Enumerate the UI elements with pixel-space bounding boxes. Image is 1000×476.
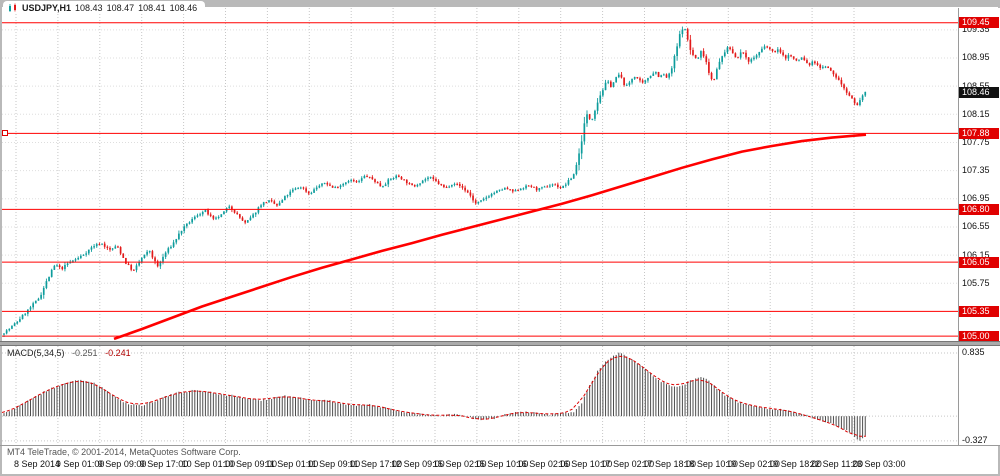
macd-signal-line[interactable] — [2, 355, 867, 437]
time-axis-label: 16 Sep 10:00 — [558, 459, 613, 469]
time-axis-label: 10 Sep 01:00 — [181, 459, 236, 469]
price-level-badge: 106.80 — [959, 203, 999, 215]
price-axis-label: 107.35 — [962, 165, 990, 176]
time-axis-label: 10 Sep 09:00 — [223, 459, 278, 469]
time-axis-label: 9 Sep 09:00 — [97, 459, 147, 469]
time-axis-label: 17 Sep 02:00 — [600, 459, 655, 469]
time-axis-label: 11 Sep 01:00 — [265, 459, 319, 469]
macd-indicator-label: MACD(5,34,5) -0.251 -0.241 — [7, 348, 131, 358]
price-axis-label: 108.95 — [962, 52, 990, 63]
bar-low-value: 108.41 — [138, 2, 166, 13]
price-axis-label: 106.55 — [962, 221, 990, 232]
bar-high-value: 108.47 — [106, 2, 135, 13]
time-axis-label: 22 Sep 11:00 — [810, 459, 863, 469]
time-axis-label: 18 Sep 10:00 — [684, 459, 738, 469]
candlestick-series[interactable] — [3, 26, 867, 338]
time-axis-label: 9 Sep 01:00 — [55, 459, 105, 469]
price-level-badge: 105.00 — [959, 330, 999, 342]
time-axis-label: 9 Sep 17:00 — [139, 459, 189, 469]
macd-name: MACD(5,34,5) — [7, 348, 65, 358]
time-axis-label: 15 Sep 10:00 — [474, 459, 529, 469]
time-axis-label: 19 Sep 02:00 — [726, 459, 780, 469]
price-axis-label: 108.55 — [962, 80, 990, 91]
time-axis-label: 12 Sep 09:00 — [391, 459, 445, 469]
symbol-period-label: USDJPY,H1 — [22, 2, 72, 13]
macd-histogram[interactable] — [3, 352, 866, 441]
time-axis-label: 19 Sep 18:00 — [768, 459, 822, 469]
price-chart-pane[interactable] — [2, 8, 958, 341]
price-axis-label: 105.75 — [962, 277, 990, 288]
time-axis-label: 16 Sep 02:00 — [516, 459, 571, 469]
time-axis[interactable]: 8 Sep 2014 9 Sep 01:00 9 Sep 09:00 9 Sep 17… — [2, 459, 958, 473]
price-axis-label: 108.15 — [962, 108, 990, 119]
macd-canvas[interactable] — [2, 346, 958, 445]
price-level-badge: 107.88 — [959, 127, 999, 139]
price-axis[interactable]: 109.35 108.95 108.55 108.15 107.75 107.35 106.… — [958, 8, 1000, 342]
horizontal-line-handle[interactable] — [2, 130, 8, 136]
bar-open-value: 108.43 — [75, 2, 103, 13]
price-axis-label: 107.75 — [962, 136, 990, 147]
time-axis-label: 11 Sep 09:00 — [307, 459, 361, 469]
macd-axis[interactable]: 0.835 -0.327 — [958, 346, 1000, 445]
chart-icon — [9, 3, 16, 12]
time-axis-label: 8 Sep 2014 — [14, 459, 61, 469]
macd-main-value: -0.251 — [72, 348, 98, 358]
pane-separator[interactable] — [0, 341, 1000, 346]
price-axis-label: 106.95 — [962, 193, 990, 204]
price-chart-canvas[interactable] — [2, 8, 958, 341]
time-axis-label: 23 Sep 03:00 — [852, 459, 906, 469]
macd-indicator-pane[interactable] — [2, 346, 958, 445]
macd-max-label: 0.835 — [962, 347, 985, 358]
price-level-badge: 109.45 — [959, 17, 999, 29]
symbol-tab[interactable]: USDJPY,H1 108.43 108.47 108.41 108.46 — [3, 1, 206, 14]
price-axis-label: 109.35 — [962, 24, 990, 35]
price-axis-label: 106.15 — [962, 249, 990, 260]
price-level-badge: 106.05 — [959, 256, 999, 268]
moving-average-line[interactable] — [113, 133, 867, 341]
chart-window-background — [2, 7, 998, 474]
time-axis-divider — [0, 445, 1000, 446]
bar-close-value: 108.46 — [169, 2, 198, 13]
macd-min-label: -0.327 — [962, 435, 988, 446]
bid-price-badge: 108.46 — [959, 86, 999, 98]
macd-signal-value: -0.241 — [105, 348, 131, 358]
time-axis-label: 15 Sep 02:00 — [433, 459, 487, 469]
time-axis-label: 11 Sep 17:00 — [349, 459, 403, 469]
time-axis-label: 17 Sep 18:00 — [642, 459, 697, 469]
price-level-badge: 105.35 — [959, 305, 999, 317]
watermark: MT4 TeleTrade, © 2001-2014, MetaQuotes S… — [7, 447, 241, 457]
